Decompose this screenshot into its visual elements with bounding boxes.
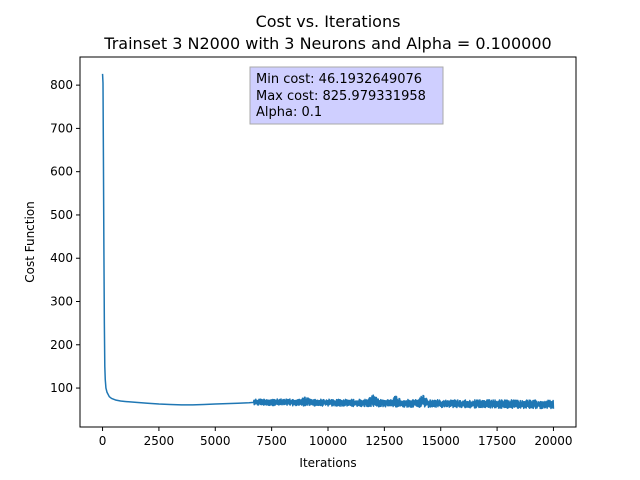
x-tick-label: 20000: [534, 434, 572, 448]
chart-subtitle: Trainset 3 N2000 with 3 Neurons and Alph…: [103, 34, 551, 53]
stats-annotation-box: [249, 66, 444, 125]
y-tick-label: 200: [50, 338, 73, 352]
x-tick-label: 15000: [422, 434, 460, 448]
x-tick-label: 10000: [309, 434, 347, 448]
y-axis-label: Cost Function: [23, 201, 37, 283]
x-tick-label: 12500: [365, 434, 403, 448]
x-tick-label: 17500: [478, 434, 516, 448]
x-tick-label: 7500: [256, 434, 287, 448]
x-tick-label: 2500: [144, 434, 175, 448]
y-tick-label: 500: [50, 208, 73, 222]
annotation-alpha: Alpha: 0.1: [256, 105, 322, 120]
y-tick-label: 400: [50, 251, 73, 265]
y-tick-label: 800: [50, 78, 73, 92]
y-tick-label: 100: [50, 381, 73, 395]
x-axis: 0 2500 5000 7500 10000 12500 15000 17500 20000: [99, 427, 573, 448]
series-layer: [101, 73, 555, 410]
x-axis-label: Iterations: [299, 456, 356, 470]
x-tick-label: 0: [99, 434, 107, 448]
x-tick-label: 5000: [200, 434, 231, 448]
y-tick-label: 700: [50, 121, 73, 135]
cost-series-line: [101, 73, 555, 410]
chart-title: Cost vs. Iterations: [256, 12, 401, 31]
y-axis: 100 200 300 400 500 600 700 800: [50, 78, 80, 395]
y-tick-label: 600: [50, 165, 73, 179]
stats-annotation: Min cost: 46.1932649076 Max cost: 825.97…: [249, 66, 444, 125]
annotation-min-cost: Min cost: 46.1932649076: [256, 72, 422, 87]
y-tick-label: 300: [50, 295, 73, 309]
annotation-max-cost: Max cost: 825.979331958: [256, 89, 426, 104]
